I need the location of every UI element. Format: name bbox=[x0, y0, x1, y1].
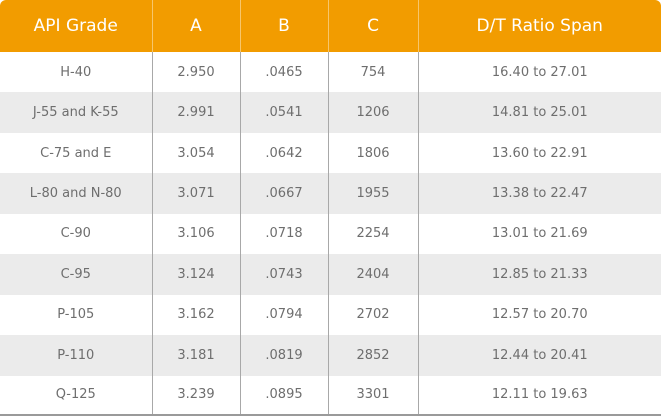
header-b: B bbox=[239, 0, 328, 52]
cell-a: 3.162 bbox=[151, 294, 240, 336]
header-row: API Grade A B C D/T Ratio Span bbox=[0, 0, 661, 52]
cell-a: 3.124 bbox=[151, 254, 240, 295]
table-row: Q-125 3.239 .0895 3301 12.11 to 19.63 bbox=[0, 375, 661, 416]
cell-b: .0743 bbox=[239, 254, 328, 295]
cell-b: .0794 bbox=[239, 294, 328, 336]
table-row: J-55 and K-55 2.991 .0541 1206 14.81 to … bbox=[0, 92, 661, 133]
cell-c: 1206 bbox=[327, 92, 418, 133]
cell-b: .0465 bbox=[239, 52, 328, 93]
cell-api-grade: Q-125 bbox=[0, 375, 152, 416]
table-row: P-105 3.162 .0794 2702 12.57 to 20.70 bbox=[0, 294, 661, 336]
cell-a: 3.071 bbox=[151, 173, 240, 214]
table-row: C-90 3.106 .0718 2254 13.01 to 21.69 bbox=[0, 213, 661, 255]
header-a: A bbox=[151, 0, 240, 52]
cell-api-grade: H-40 bbox=[0, 52, 152, 93]
cell-api-grade: L-80 and N-80 bbox=[0, 173, 152, 214]
cell-a: 3.239 bbox=[151, 375, 240, 416]
cell-dt-ratio-span: 13.01 to 21.69 bbox=[417, 213, 661, 255]
cell-a: 3.054 bbox=[151, 132, 240, 174]
cell-b: .0895 bbox=[239, 375, 328, 416]
table-row: C-95 3.124 .0743 2404 12.85 to 21.33 bbox=[0, 254, 661, 295]
cell-api-grade: J-55 and K-55 bbox=[0, 92, 152, 133]
cell-dt-ratio-span: 16.40 to 27.01 bbox=[417, 52, 661, 93]
cell-a: 2.950 bbox=[151, 52, 240, 93]
cell-c: 3301 bbox=[327, 375, 418, 416]
cell-api-grade: C-90 bbox=[0, 213, 152, 255]
cell-a: 2.991 bbox=[151, 92, 240, 133]
cell-dt-ratio-span: 12.85 to 21.33 bbox=[417, 254, 661, 295]
cell-c: 2702 bbox=[327, 294, 418, 336]
cell-api-grade: C-95 bbox=[0, 254, 152, 295]
cell-dt-ratio-span: 13.38 to 22.47 bbox=[417, 173, 661, 214]
cell-a: 3.106 bbox=[151, 213, 240, 255]
cell-a: 3.181 bbox=[151, 335, 240, 376]
cell-b: .0667 bbox=[239, 173, 328, 214]
cell-b: .0642 bbox=[239, 132, 328, 174]
header-dt-ratio-span: D/T Ratio Span bbox=[417, 0, 661, 52]
cell-b: .0718 bbox=[239, 213, 328, 255]
cell-c: 2852 bbox=[327, 335, 418, 376]
cell-b: .0541 bbox=[239, 92, 328, 133]
cell-dt-ratio-span: 12.11 to 19.63 bbox=[417, 375, 661, 416]
cell-b: .0819 bbox=[239, 335, 328, 376]
cell-c: 2404 bbox=[327, 254, 418, 295]
cell-dt-ratio-span: 12.57 to 20.70 bbox=[417, 294, 661, 336]
cell-c: 1806 bbox=[327, 132, 418, 174]
cell-dt-ratio-span: 12.44 to 20.41 bbox=[417, 335, 661, 376]
cell-dt-ratio-span: 14.81 to 25.01 bbox=[417, 92, 661, 133]
table-header: API Grade A B C D/T Ratio Span bbox=[0, 0, 661, 52]
header-c: C bbox=[327, 0, 418, 52]
table-row: P-110 3.181 .0819 2852 12.44 to 20.41 bbox=[0, 335, 661, 376]
table-row: C-75 and E 3.054 .0642 1806 13.60 to 22.… bbox=[0, 132, 661, 174]
table-body: H-40 2.950 .0465 754 16.40 to 27.01 J-55… bbox=[0, 52, 661, 416]
cell-c: 1955 bbox=[327, 173, 418, 214]
table-row: H-40 2.950 .0465 754 16.40 to 27.01 bbox=[0, 52, 661, 93]
cell-api-grade: P-110 bbox=[0, 335, 152, 376]
cell-dt-ratio-span: 13.60 to 22.91 bbox=[417, 132, 661, 174]
header-api-grade: API Grade bbox=[0, 0, 152, 52]
cell-c: 754 bbox=[327, 52, 418, 93]
cell-c: 2254 bbox=[327, 213, 418, 255]
table-row: L-80 and N-80 3.071 .0667 1955 13.38 to … bbox=[0, 173, 661, 214]
cell-api-grade: C-75 and E bbox=[0, 132, 152, 174]
cell-api-grade: P-105 bbox=[0, 294, 152, 336]
